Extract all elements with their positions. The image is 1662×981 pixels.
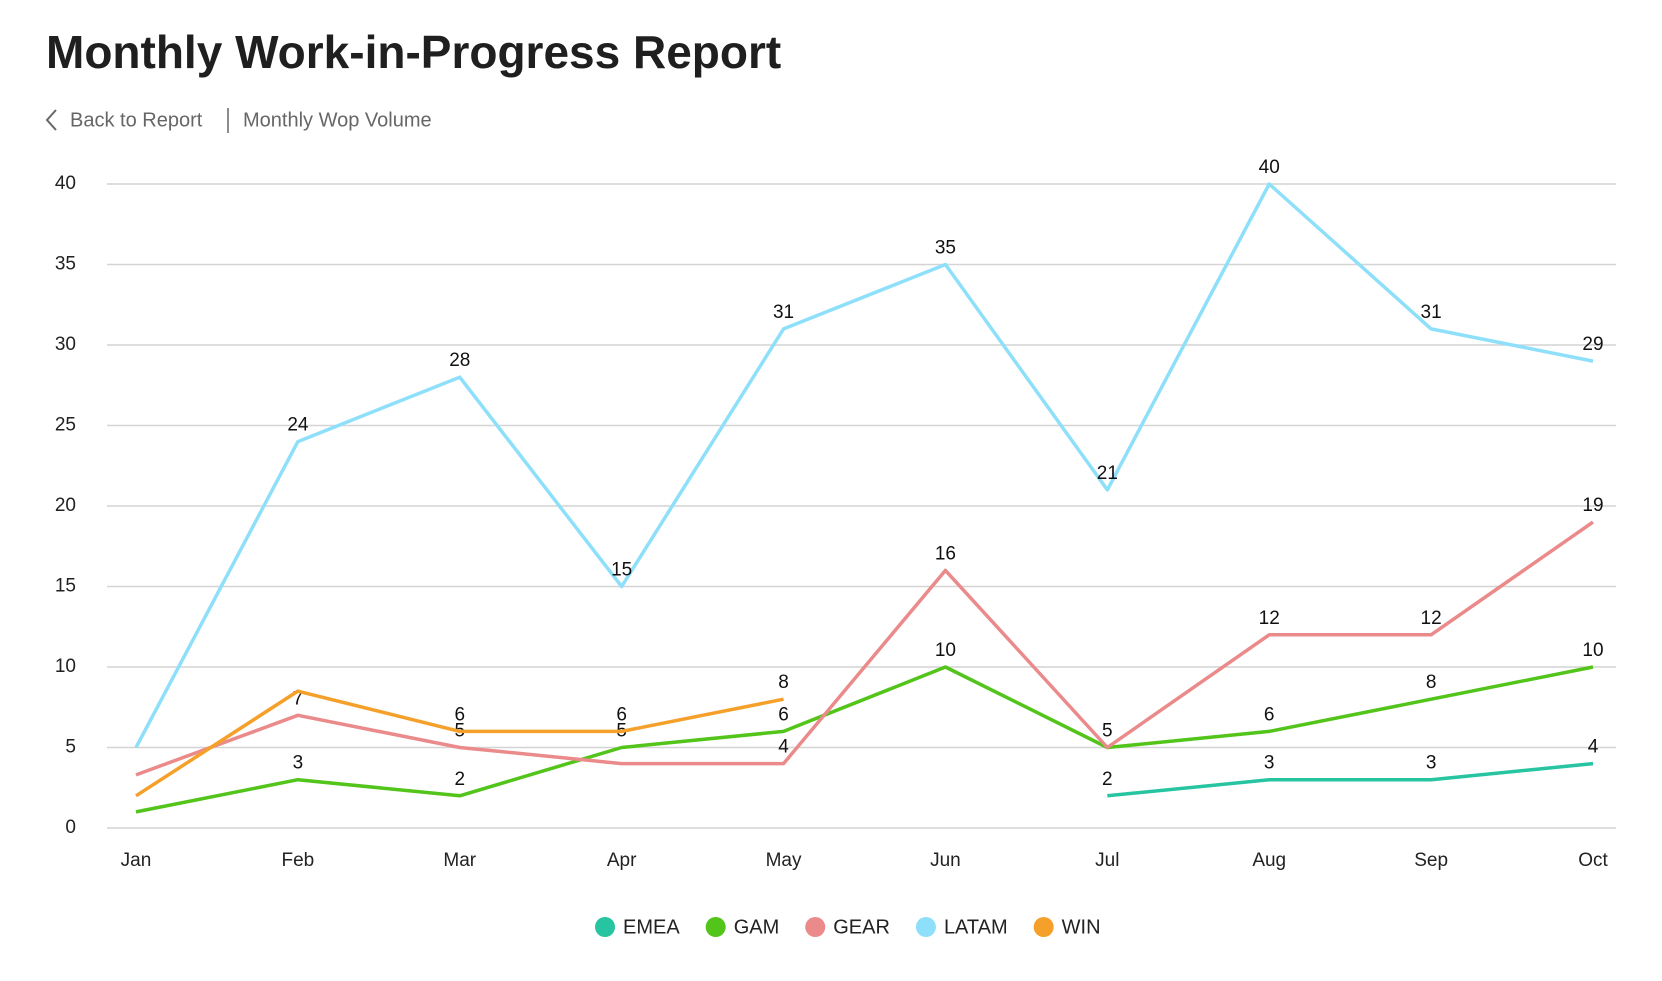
legend-label[interactable]: EMEA [623, 916, 680, 938]
legend-swatch [595, 917, 615, 937]
data-label: 10 [935, 640, 956, 661]
data-label: 3 [1264, 753, 1275, 774]
x-tick-label: Jan [121, 850, 152, 871]
legend-swatch [1033, 917, 1054, 937]
legend-label[interactable]: WIN [1062, 916, 1101, 938]
x-tick-label: Oct [1578, 850, 1608, 871]
data-label: 5 [1102, 721, 1113, 742]
x-tick-label: Sep [1414, 850, 1448, 871]
series-line [135, 520, 1594, 777]
data-label: 31 [773, 302, 794, 323]
series-line [134, 182, 1594, 749]
breadcrumb-current: Monthly Wop Volume [243, 109, 432, 131]
data-label: 16 [935, 543, 956, 564]
data-label: 4 [1588, 737, 1599, 758]
x-tick-label: Feb [282, 850, 315, 871]
data-label: 2 [1102, 769, 1113, 790]
legend-swatch [915, 917, 936, 937]
data-label: 8 [778, 672, 789, 693]
data-label: 10 [1582, 640, 1603, 661]
x-tick-label: May [766, 850, 802, 871]
data-label: 12 [1421, 608, 1442, 629]
y-tick-label: 0 [65, 817, 76, 838]
data-label: 7 [293, 688, 304, 709]
y-tick-label: 40 [55, 173, 76, 194]
data-label: 8 [1426, 672, 1437, 693]
x-tick-label: Aug [1252, 850, 1286, 871]
data-label: 29 [1582, 334, 1603, 355]
data-label: 6 [1264, 704, 1275, 725]
y-tick-label: 35 [55, 254, 76, 275]
data-label: 24 [287, 415, 309, 436]
data-label: 28 [449, 350, 470, 371]
data-label: 12 [1259, 608, 1280, 629]
y-tick-label: 15 [55, 576, 76, 597]
data-label: 3 [293, 753, 304, 774]
legend-label[interactable]: LATAM [944, 916, 1008, 938]
series-line [135, 665, 1594, 814]
data-label: 19 [1582, 495, 1603, 516]
data-label: 4 [778, 737, 789, 758]
legend-swatch [705, 917, 726, 937]
x-tick-label: Jul [1095, 850, 1119, 871]
series-line [135, 689, 784, 798]
back-icon[interactable] [45, 109, 57, 131]
data-label: 40 [1259, 157, 1280, 178]
y-tick-label: 20 [55, 495, 76, 516]
x-tick-label: Apr [607, 850, 637, 871]
data-label: 3 [1426, 753, 1437, 774]
data-label: 6 [616, 704, 627, 725]
page-title: Monthly Work-in-Progress Report [46, 26, 781, 78]
y-tick-label: 30 [55, 334, 76, 355]
series-line [1107, 761, 1594, 798]
back-link[interactable]: Back to Report [70, 109, 203, 131]
y-tick-label: 5 [65, 737, 76, 758]
x-tick-label: Jun [930, 850, 961, 871]
y-tick-label: 10 [55, 656, 76, 677]
data-label: 6 [454, 704, 465, 725]
data-label: 21 [1097, 463, 1118, 484]
data-label: 6 [778, 704, 789, 725]
legend-label[interactable]: GAM [734, 916, 780, 938]
data-label: 2 [454, 769, 465, 790]
legend-label[interactable]: GEAR [833, 916, 890, 938]
x-tick-label: Mar [443, 850, 476, 871]
data-label: 31 [1421, 302, 1442, 323]
data-label: 15 [611, 560, 632, 581]
data-label: 35 [935, 238, 956, 259]
y-tick-label: 25 [55, 415, 76, 436]
legend-swatch [805, 917, 826, 937]
